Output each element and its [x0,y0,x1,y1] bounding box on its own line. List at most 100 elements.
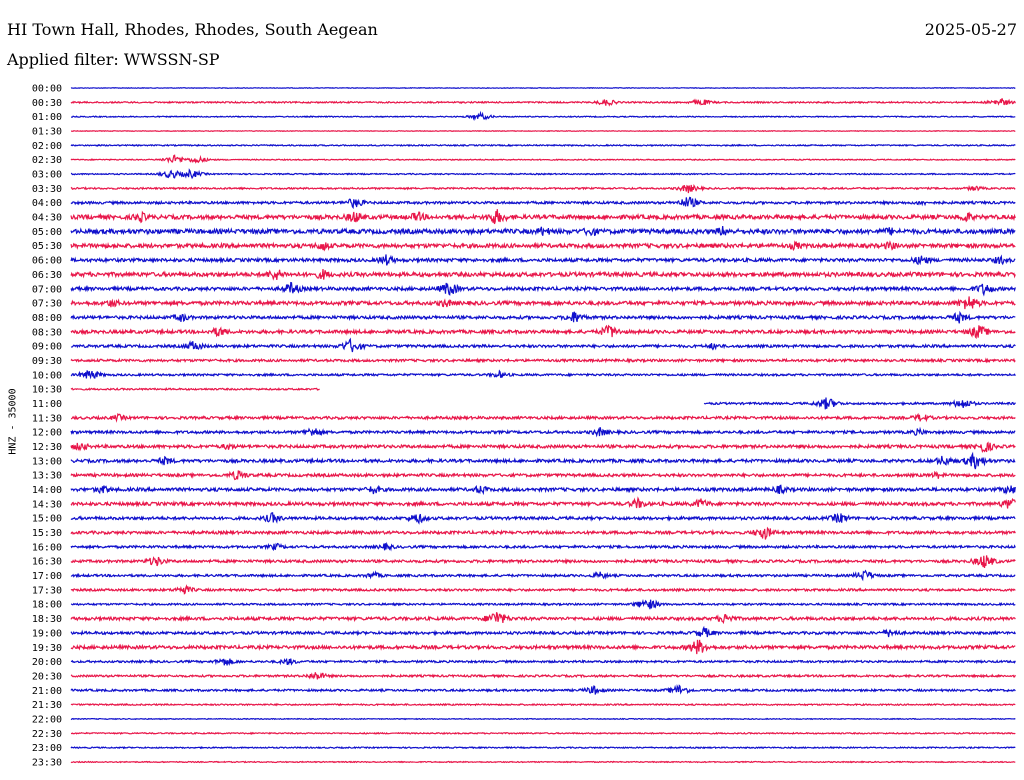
row-time-label: 13:30 [32,471,62,482]
row-time-label: 17:30 [32,585,62,596]
seismic-trace-2230 [70,731,1016,735]
row-time-label: 04:30 [32,213,62,224]
row-time-label: 00:30 [32,98,62,109]
seismic-trace-1300 [70,451,1016,470]
row-time-label: 10:30 [32,385,62,396]
row-time-label: 01:30 [32,127,62,138]
seismic-trace-0730 [70,296,1016,310]
seismic-trace-1100 [703,397,1016,410]
seismic-trace-0200 [70,143,1016,148]
row-time-label: 15:00 [32,514,62,525]
seismic-trace-0230 [70,154,1016,164]
seismic-trace-0400 [70,196,1016,210]
row-time-label: 09:00 [32,342,62,353]
row-time-label: 05:00 [32,227,62,238]
row-time-label: 20:30 [32,671,62,682]
seismic-trace-1500 [70,512,1016,525]
row-time-label: 02:30 [32,155,62,166]
row-time-label: 03:00 [32,170,62,181]
row-time-label: 20:00 [32,657,62,668]
seismic-trace-1730 [70,584,1016,595]
seismic-trace-2300 [70,745,1016,750]
seismic-trace-1330 [70,470,1016,481]
row-time-label: 12:30 [32,442,62,453]
row-time-label: 22:30 [32,729,62,740]
row-time-label: 06:00 [32,256,62,267]
row-time-label: 15:30 [32,528,62,539]
row-time-label: 23:00 [32,743,62,754]
seismic-trace-0000 [70,86,1016,90]
seismic-trace-1000 [70,369,1016,380]
row-time-label: 16:30 [32,557,62,568]
row-time-label: 23:30 [32,757,62,768]
seismic-trace-0030 [70,98,1016,107]
seismic-trace-0830 [70,324,1016,340]
filter-label: Applied filter: WWSSN-SP [7,50,220,69]
row-time-label: 13:00 [32,456,62,467]
seismic-trace-0530 [70,240,1016,252]
row-time-label: 14:00 [32,485,62,496]
seismic-trace-1600 [70,541,1016,552]
seismic-trace-1800 [70,598,1016,610]
seismic-trace-1630 [70,555,1016,568]
seismic-trace-0500 [70,226,1016,237]
seismic-trace-0700 [70,281,1016,297]
seismic-trace-2100 [70,683,1016,695]
seismic-trace-1530 [70,526,1016,540]
row-time-label: 21:00 [32,686,62,697]
seismic-trace-1930 [70,639,1016,655]
seismic-trace-1900 [70,625,1016,638]
row-time-label: 00:00 [32,84,62,95]
seismic-trace-1230 [70,441,1016,453]
row-time-label: 07:30 [32,299,62,310]
station-title: HI Town Hall, Rhodes, Rhodes, South Aege… [7,20,378,39]
seismic-trace-1130 [70,412,1016,423]
row-time-label: 18:00 [32,600,62,611]
row-time-label: 04:00 [32,198,62,209]
seismic-trace-1830 [70,612,1016,625]
row-time-label: 11:00 [32,399,62,410]
row-time-label: 08:30 [32,327,62,338]
row-time-label: 14:30 [32,499,62,510]
row-time-label: 19:00 [32,628,62,639]
row-time-label: 10:00 [32,370,62,381]
row-time-label: 09:30 [32,356,62,367]
seismic-trace-1430 [70,496,1016,509]
row-time-label: 05:30 [32,241,62,252]
row-time-label: 19:30 [32,643,62,654]
seismic-trace-0330 [70,184,1016,194]
date-label: 2025-05-27 [924,20,1017,39]
row-time-label: 11:30 [32,413,62,424]
seismic-trace-1700 [70,569,1016,582]
seismic-trace-0630 [70,268,1016,281]
seismic-trace-0300 [70,168,1016,180]
seismic-trace-2130 [70,702,1016,707]
row-time-label: 06:30 [32,270,62,281]
row-time-label: 07:00 [32,284,62,295]
seismic-trace-1030 [70,386,320,392]
seismic-trace-2200 [70,717,1016,721]
row-time-label: 17:00 [32,571,62,582]
row-time-label: 22:00 [32,714,62,725]
seismic-trace-0900 [70,337,1016,353]
row-time-label: 12:00 [32,428,62,439]
seismic-trace-0430 [70,209,1016,225]
seismic-trace-1400 [70,484,1016,496]
row-time-label: 18:30 [32,614,62,625]
seismic-trace-2030 [70,672,1016,680]
seismic-trace-0800 [70,310,1016,324]
seismic-trace-2330 [70,760,1016,764]
row-time-label: 16:00 [32,542,62,553]
seismic-trace-2000 [70,657,1016,666]
seismic-trace-0100 [70,110,1016,121]
row-time-label: 21:30 [32,700,62,711]
seismic-trace-1200 [70,426,1016,438]
row-time-label: 01:00 [32,112,62,123]
row-time-label: 03:30 [32,184,62,195]
seismic-trace-0130 [70,129,1016,133]
row-time-label: 02:00 [32,141,62,152]
seismic-trace-0930 [70,357,1016,364]
seismic-trace-0600 [70,254,1016,266]
row-time-label: 08:00 [32,313,62,324]
